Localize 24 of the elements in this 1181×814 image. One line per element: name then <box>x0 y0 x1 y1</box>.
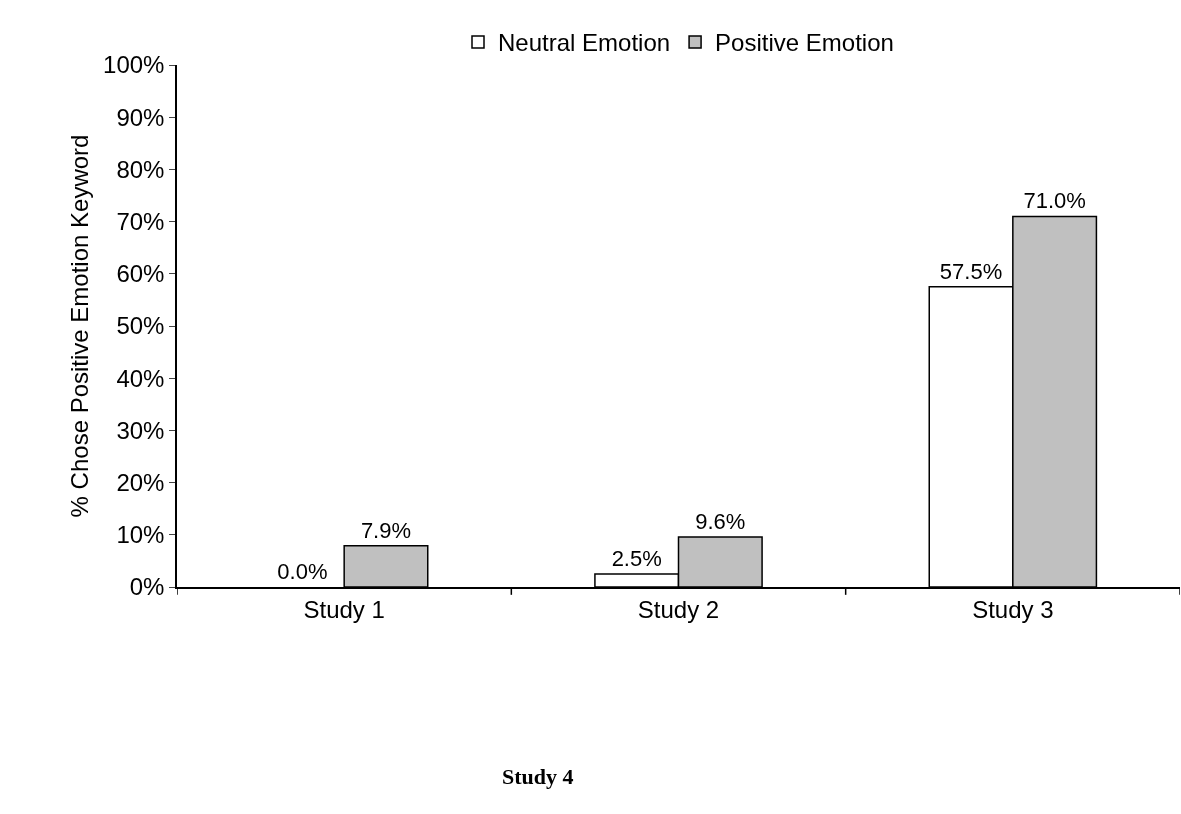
y-tick-label: 70% <box>116 208 165 235</box>
y-axis-title: % Chose Positive Emotion Keyword <box>65 134 93 518</box>
y-tick-label: 40% <box>116 364 165 392</box>
data-label: 57.5% <box>939 258 1003 284</box>
text: Study 4 <box>502 764 574 789</box>
data-label: 7.9% <box>360 517 412 543</box>
y-tick-label: 60% <box>116 260 165 288</box>
data-label: 71.0% <box>1023 188 1086 214</box>
y-tick-label: 50% <box>116 312 165 340</box>
y-tick-label: 0% <box>129 573 165 601</box>
legend-label: Neutral Emotion <box>498 29 671 57</box>
y-tick-label: 80% <box>116 155 165 183</box>
legend-label: Positive Emotion <box>715 29 894 57</box>
data-label: 2.5% <box>611 545 662 571</box>
data-label: 0.0% <box>277 559 328 584</box>
y-tick-label: 30% <box>116 416 165 444</box>
x-tick-label: Study 3 <box>972 595 1054 623</box>
y-tick-label: 100% <box>103 51 165 79</box>
y-tick-label: 10% <box>116 521 165 549</box>
x-tick-label: Study 2 <box>637 595 720 623</box>
data-label: 9.6% <box>695 508 746 534</box>
y-tick-label: 90% <box>116 103 165 131</box>
x-tick-label: Study 1 <box>303 595 385 623</box>
y-tick-label: 20% <box>116 469 165 496</box>
